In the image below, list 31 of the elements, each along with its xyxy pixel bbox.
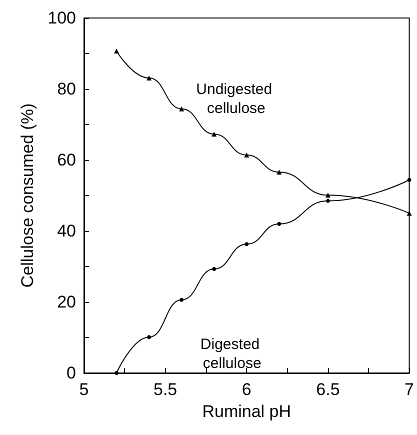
- series-label: Undigested cellulose: [196, 81, 272, 118]
- point: [147, 335, 152, 340]
- x-tick-label: 6.5: [316, 380, 340, 399]
- point: [277, 222, 282, 226]
- point: [146, 75, 152, 80]
- point: [179, 106, 184, 112]
- y-tick-label: 100: [48, 8, 76, 28]
- point: [114, 371, 119, 375]
- point: [212, 266, 216, 271]
- point: [276, 170, 282, 175]
- x-tick-label: 7: [404, 380, 414, 399]
- x-tick-label: 5: [79, 380, 89, 399]
- point: [406, 210, 412, 216]
- point: [180, 298, 184, 302]
- x-axis-title: Ruminal pH: [202, 402, 292, 421]
- text: Digested cellulose: [200, 336, 264, 372]
- y-tick-label: 0: [66, 364, 76, 382]
- x-tick-label: 5.5: [154, 380, 178, 399]
- point: [326, 198, 330, 203]
- y-axis-title: Cellulose consumed (%): [18, 103, 37, 288]
- point: [114, 48, 120, 54]
- y-tick-label: 40: [57, 222, 76, 240]
- point: [212, 132, 217, 137]
- point: [325, 192, 330, 198]
- x-tick-label: 6: [242, 380, 252, 399]
- y-tick-label: 60: [57, 150, 76, 170]
- y-tick-label: 80: [57, 80, 76, 98]
- point: [244, 152, 250, 158]
- point: [407, 178, 412, 182]
- y-tick-label: 20: [57, 292, 76, 312]
- point: [244, 242, 249, 246]
